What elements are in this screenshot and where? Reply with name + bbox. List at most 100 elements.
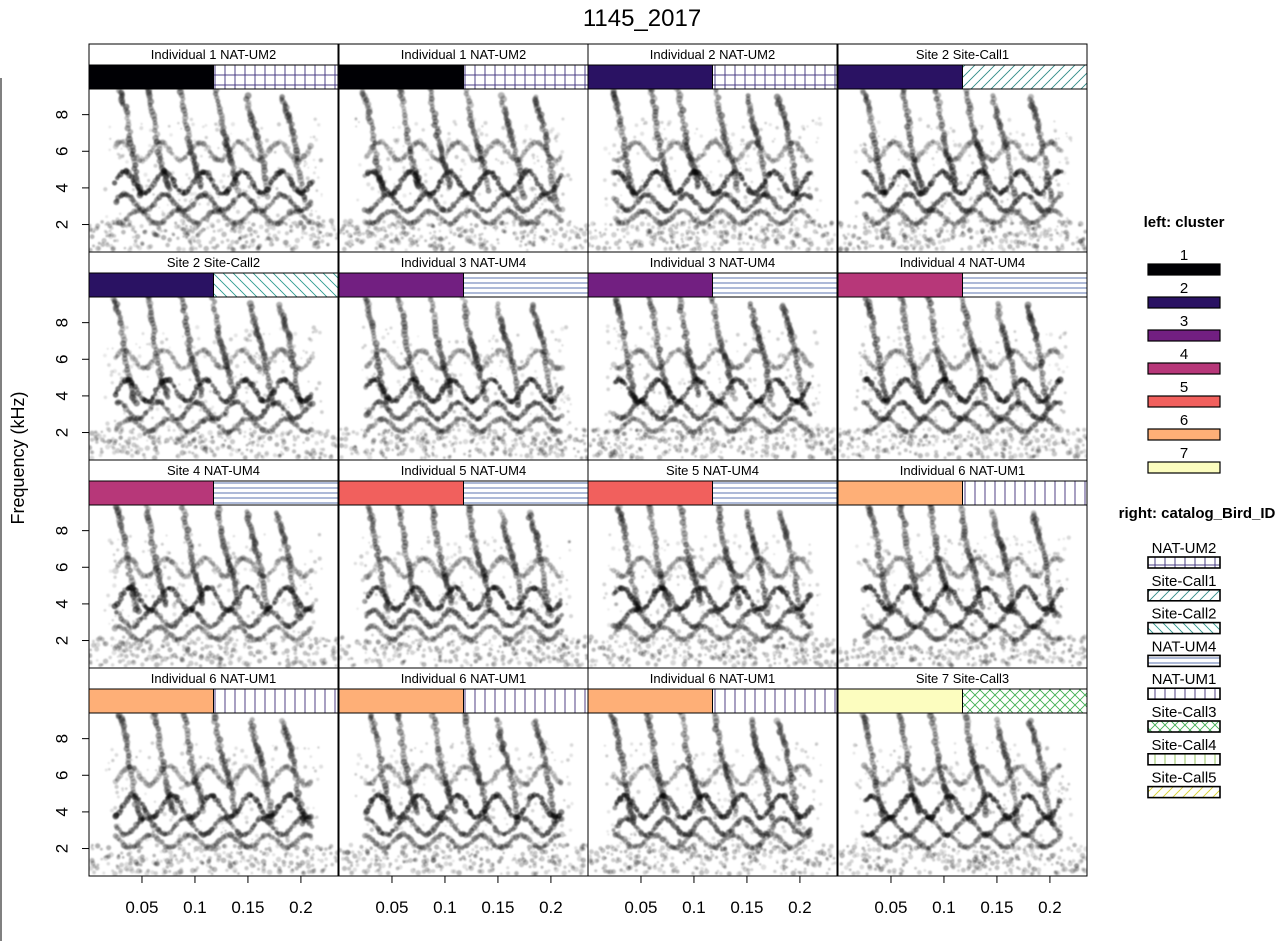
spectrogram-panel: Individual 1 NAT-UM2	[338, 43, 589, 253]
legend-cluster-swatch	[1147, 362, 1221, 375]
panel-label: Individual 1 NAT-UM2	[401, 47, 526, 62]
legend-cluster-label: 4	[1180, 346, 1188, 363]
cluster-swatch	[587, 480, 713, 506]
spectrogram-image	[838, 297, 1087, 460]
legend-bird-id-label: Site-Call5	[1151, 770, 1216, 787]
panel-label: Individual 3 NAT-UM4	[401, 255, 526, 270]
y-tick-label: 6	[53, 771, 72, 780]
x-tick-label: 0.1	[433, 898, 457, 917]
bird-id-swatch	[962, 688, 1088, 714]
spectrogram-image	[588, 89, 837, 252]
spectrogram-panel: Site 2 Site-Call1	[837, 43, 1088, 253]
panel-label: Site 2 Site-Call1	[916, 47, 1009, 62]
cluster-swatch	[837, 688, 963, 714]
legend-bird-id-swatch	[1147, 785, 1221, 799]
legend-bird-id-swatch	[1147, 687, 1221, 701]
legend-bird-id-swatch	[1147, 720, 1221, 733]
cluster-swatch	[88, 272, 214, 298]
legend-cluster-label: 2	[1180, 280, 1188, 297]
panel-label: Individual 5 NAT-UM4	[401, 463, 526, 478]
legend-cluster-label: 7	[1180, 445, 1188, 462]
plot-frame	[587, 712, 838, 877]
x-tick-label: 0.2	[788, 898, 812, 917]
panel-label: Individual 6 NAT-UM1	[900, 463, 1025, 478]
cluster-swatch	[88, 64, 214, 90]
bird-id-swatch	[213, 480, 339, 506]
legend-bird-id: right: catalog_Bird_ID NAT-UM2 Site-Call1…	[1119, 505, 1276, 799]
x-tick-label: 0.15	[231, 898, 264, 917]
figure-title: 1145_2017	[583, 5, 701, 32]
cluster-swatch	[88, 480, 214, 506]
y-tick-label: 8	[53, 526, 72, 535]
panel-grid: Individual 1 NAT-UM2 2 4 6 8 Individual 1 NAT…	[53, 43, 1088, 877]
plot-frame	[837, 712, 1088, 877]
panel-label: Individual 6 NAT-UM1	[650, 671, 775, 686]
y-tick-label: 2	[53, 844, 72, 853]
spectrogram-image	[588, 297, 837, 460]
plot-frame	[88, 712, 339, 877]
bird-id-swatch	[712, 64, 838, 90]
legend-bird-id-label: Site-Call3	[1151, 704, 1216, 721]
x-tick-label: 0.15	[481, 898, 514, 917]
legend-cluster-label: 3	[1180, 313, 1188, 330]
spectrogram-panel: Individual 6 NAT-UM1	[338, 667, 589, 877]
spectrogram-image	[838, 505, 1087, 668]
legend-bird-id-label: Site-Call1	[1151, 573, 1216, 590]
bird-id-swatch	[463, 688, 589, 714]
spectrogram-image	[89, 713, 338, 876]
panel-label: Individual 2 NAT-UM2	[650, 47, 775, 62]
legend-bird-id-swatch	[1147, 752, 1221, 766]
bird-id-swatch	[712, 272, 838, 298]
bird-id-swatch	[463, 480, 589, 506]
x-tick-label: 0.2	[1038, 898, 1062, 917]
cluster-swatch	[338, 64, 464, 90]
x-tick-label: 0.15	[980, 898, 1013, 917]
spectrogram-panel: Site 7 Site-Call3	[837, 667, 1088, 877]
legend-bird-id-label: NAT-UM2	[1152, 540, 1217, 557]
x-tick-label: 0.05	[874, 898, 907, 917]
spectrogram-panel: Individual 2 NAT-UM2	[587, 43, 838, 253]
legend-bird-id-label: Site-Call4	[1151, 737, 1216, 754]
spectrogram-image	[838, 89, 1087, 252]
bird-id-swatch	[213, 272, 339, 298]
cluster-swatch	[88, 688, 214, 714]
bird-id-swatch	[712, 688, 838, 714]
spectrogram-panel: Individual 3 NAT-UM4	[338, 251, 589, 461]
legend-bird-id-swatch	[1147, 556, 1221, 569]
spectrogram-panel: Individual 3 NAT-UM4	[587, 251, 838, 461]
cluster-swatch	[587, 272, 713, 298]
x-tick-label: 0.1	[682, 898, 706, 917]
y-tick-label: 4	[53, 391, 72, 400]
spectrogram-image	[339, 89, 588, 252]
cluster-swatch	[837, 480, 963, 506]
legend-bird-id-swatch	[1147, 621, 1221, 635]
spectrogram-panel: Individual 1 NAT-UM2 2 4 6 8	[53, 43, 339, 253]
y-tick-label: 8	[53, 734, 72, 743]
spectrogram-image	[588, 713, 837, 876]
panel-label: Individual 6 NAT-UM1	[401, 671, 526, 686]
spectrogram-image	[89, 89, 338, 252]
y-tick-label: 2	[53, 428, 72, 437]
x-tick-label: 0.2	[539, 898, 563, 917]
cluster-swatch	[837, 272, 963, 298]
panel-label: Site 2 Site-Call2	[167, 255, 260, 270]
legend-bird-id-label: Site-Call2	[1151, 606, 1216, 623]
spectrogram-panel: Site 2 Site-Call2 2 4 6 8	[53, 251, 339, 461]
spectrogram-panel: Individual 6 NAT-UM1	[837, 459, 1088, 669]
legend-cluster-swatch	[1147, 263, 1221, 276]
spectrogram-image	[89, 297, 338, 460]
legend-cluster: left: cluster 1 2 3 4 5 6 7	[1144, 214, 1225, 474]
legend-cluster-swatch	[1147, 329, 1221, 342]
y-tick-label: 2	[53, 220, 72, 229]
spectrogram-panel: Individual 6 NAT-UM1 2 4 6 8	[53, 667, 339, 877]
spectrogram-image	[339, 713, 588, 876]
legend-bird-id-label: NAT-UM1	[1152, 671, 1217, 688]
panel-label: Individual 6 NAT-UM1	[151, 671, 276, 686]
bird-id-swatch	[962, 64, 1088, 90]
bird-id-swatch	[962, 272, 1088, 298]
spectrogram-panel: Site 5 NAT-UM4	[587, 459, 838, 669]
spectrogram-image	[339, 297, 588, 460]
legend-cluster-swatch	[1147, 395, 1221, 408]
panel-label: Individual 1 NAT-UM2	[151, 47, 276, 62]
y-tick-label: 8	[53, 318, 72, 327]
